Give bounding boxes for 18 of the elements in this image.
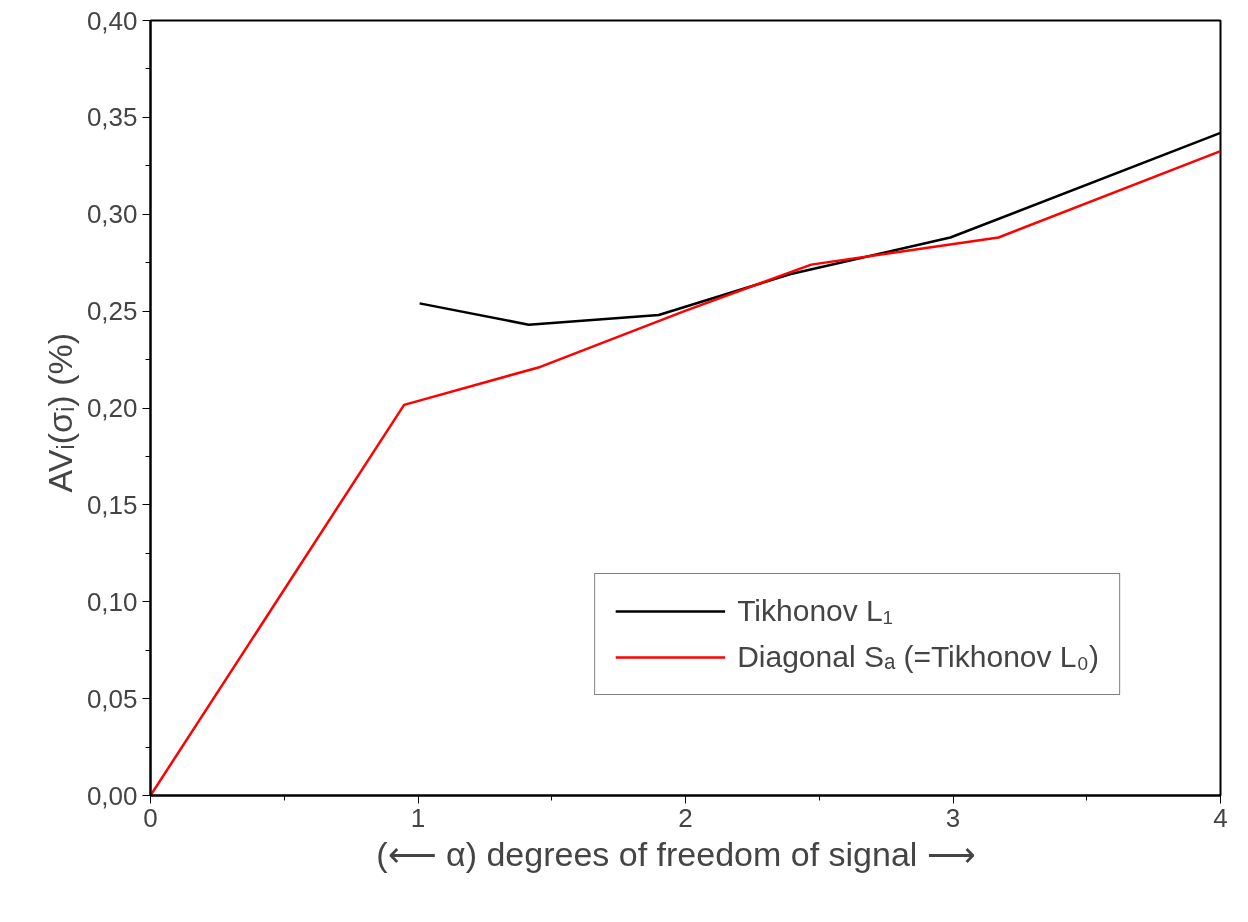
y-tick-label: 0,05	[86, 683, 138, 714]
x-tick-label: 0	[143, 802, 158, 833]
y-tick-label: 0,00	[86, 780, 138, 811]
y-axis-title: AVᵢ(σᵢ) (%)	[40, 332, 79, 493]
y-tick-label: 0,35	[86, 102, 138, 133]
y-tick-label: 0,20	[86, 393, 138, 423]
x-tick-label: 1	[410, 802, 426, 833]
y-tick-label: 0,10	[86, 586, 138, 617]
x-tick-label: 2	[678, 802, 693, 833]
y-tick-label: 0,25	[86, 296, 138, 327]
x-axis-title: (⟵ α) degrees of freedom of signal ⟶	[376, 834, 976, 873]
x-tick-label: 4	[1213, 802, 1228, 833]
x-tick-label: 3	[945, 802, 961, 833]
y-tick-label: 0,40	[86, 5, 138, 36]
y-tick-label: 0,30	[86, 199, 138, 230]
legend-label: Tikhonov L₁	[737, 594, 893, 628]
y-tick-label: 0,15	[86, 489, 138, 520]
legend-label: Diagonal Sₐ (=Tikhonov L₀)	[737, 640, 1099, 674]
